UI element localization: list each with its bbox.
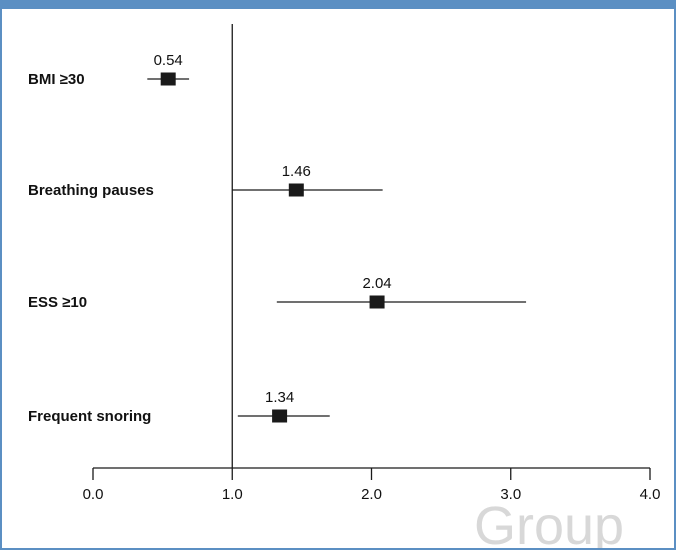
x-tick-label: 2.0 [361,486,382,503]
estimate-marker [160,72,176,86]
category-label: ESS ≥10 [28,294,87,311]
category-label: Frequent snoring [28,408,151,425]
x-tick-label: 0.0 [83,486,104,503]
estimate-marker [369,295,385,309]
forest-plot: Group 0.0 1.0 2.0 3.0 4.0 BMI ≥30 0.54 Breathi… [28,24,661,548]
estimate-marker [272,409,288,423]
estimate-value-label: 1.46 [282,163,311,180]
watermark-text: Group [474,496,624,548]
x-tick-label: 3.0 [500,486,521,503]
forest-row: ESS ≥10 2.04 [28,275,527,311]
estimate-value-label: 2.04 [362,275,391,292]
x-tick-label: 4.0 [640,486,661,503]
estimate-marker [288,183,304,197]
x-tick-label: 1.0 [222,486,243,503]
category-label: Breathing pauses [28,182,154,199]
forest-row: BMI ≥30 0.54 [28,52,190,88]
forest-row: Frequent snoring 1.34 [28,389,330,425]
forest-row: Breathing pauses 1.46 [28,163,383,199]
estimate-value-label: 1.34 [265,389,294,406]
estimate-value-label: 0.54 [154,52,183,69]
category-label: BMI ≥30 [28,71,85,88]
